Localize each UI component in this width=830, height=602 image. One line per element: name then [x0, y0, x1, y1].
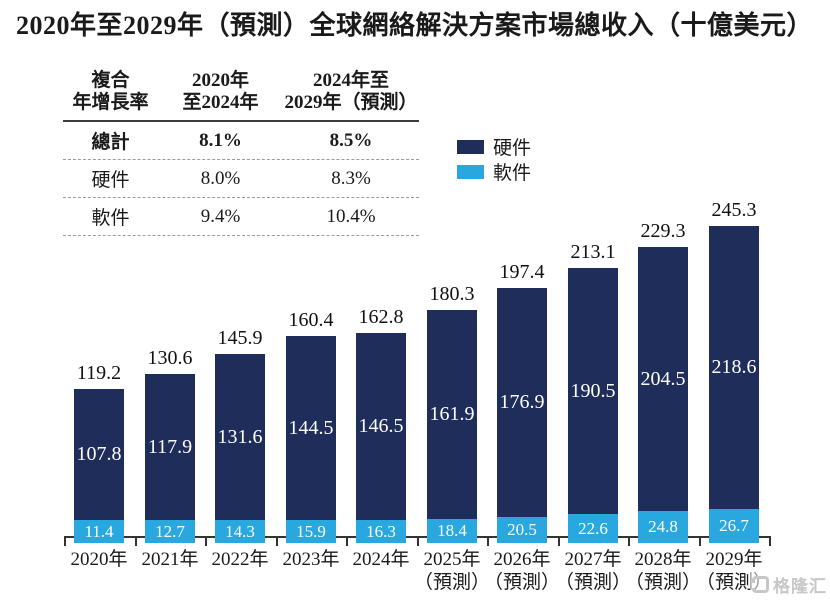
bar-software-segment: 12.7	[145, 520, 195, 543]
x-axis-label: 2028年 （預測）	[624, 549, 701, 593]
bar-total-label: 162.8	[358, 306, 404, 328]
bar-hardware-segment: 131.6	[215, 354, 265, 520]
x-axis-label: 2023年	[282, 549, 340, 570]
bar-total-label: 145.9	[217, 327, 263, 349]
bar-total-label: 245.3	[711, 199, 757, 221]
chart-bar: 117.9 12.7	[145, 374, 195, 543]
bar-software-segment: 22.6	[568, 514, 618, 543]
chart-bar: 144.5 15.9	[286, 336, 336, 543]
cagr-header-metric: 複合 年增長率	[72, 70, 149, 113]
x-axis-tick	[276, 536, 278, 546]
chart-title: 2020年至2029年（預測）全球網絡解決方案市場總收入（十億美元）	[16, 11, 814, 40]
legend-item-hardware: 硬件	[457, 134, 531, 159]
software-swatch-icon	[457, 164, 484, 179]
gelonghui-watermark: 格隆汇	[750, 571, 829, 598]
bar-total-label: 160.4	[288, 309, 334, 331]
chart-bar: 204.5 24.8	[638, 247, 688, 543]
bar-hardware-segment: 204.5	[638, 247, 688, 511]
x-axis-label: 2021年	[141, 549, 199, 570]
bar-hardware-segment: 144.5	[286, 336, 336, 520]
chart-bar: 131.6 14.3	[215, 354, 265, 543]
bar-total-label: 213.1	[570, 241, 616, 263]
bar-software-segment: 26.7	[709, 509, 759, 543]
row-value-period1: 9.4%	[200, 205, 241, 227]
x-axis-tick	[135, 536, 137, 546]
bar-total-label: 119.2	[76, 362, 122, 384]
chart-bar: 107.8 11.4	[74, 389, 124, 543]
cagr-header-period1: 2020年 至2024年	[182, 70, 259, 113]
legend-item-software: 軟件	[457, 159, 531, 184]
row-value-period2: 8.5%	[329, 129, 373, 151]
bar-software-segment: 14.3	[215, 520, 265, 543]
row-value-period2: 8.3%	[331, 167, 371, 189]
bar-software-segment: 20.5	[497, 517, 547, 543]
bar-hardware-segment: 190.5	[568, 268, 618, 514]
bar-hardware-segment: 146.5	[356, 333, 406, 520]
bar-total-label: 130.6	[147, 347, 193, 369]
x-axis-label: 2026年 （預測）	[483, 549, 560, 593]
x-axis-tick	[558, 536, 560, 546]
cagr-row-software: 軟件 9.4% 10.4%	[63, 198, 419, 236]
bar-software-segment: 18.4	[427, 519, 477, 543]
x-axis-label: 2027年 （預測）	[554, 549, 631, 593]
chart-bar: 146.5 16.3	[356, 333, 406, 543]
bar-software-segment: 24.8	[638, 511, 688, 543]
x-axis-label: 2022年	[211, 549, 269, 570]
x-axis-tick	[487, 536, 489, 546]
watermark-label: 格隆汇	[773, 577, 827, 596]
chart-bar: 161.9 18.4	[427, 310, 477, 543]
row-value-period1: 8.1%	[199, 129, 242, 151]
x-axis-label: 2020年	[70, 549, 128, 570]
chart-bar: 190.5 22.6	[568, 268, 618, 543]
row-label: 軟件	[91, 208, 130, 229]
chart-bar: 176.9 20.5	[497, 288, 547, 543]
gelonghui-logo-icon	[752, 576, 769, 593]
bar-hardware-segment: 117.9	[145, 374, 195, 520]
row-value-period1: 8.0%	[200, 167, 241, 189]
row-label: 總計	[91, 132, 130, 153]
bar-software-segment: 16.3	[356, 520, 406, 543]
x-axis-tick	[769, 536, 771, 546]
bar-total-label: 180.3	[429, 283, 475, 305]
row-value-period2: 10.4%	[326, 205, 376, 227]
x-axis-tick	[205, 536, 207, 546]
cagr-row-total: 總計 8.1% 8.5%	[63, 122, 419, 160]
x-axis-tick	[417, 536, 419, 546]
bar-total-label: 229.3	[640, 220, 686, 242]
x-axis-tick	[346, 536, 348, 546]
x-axis-label: 2025年 （預測）	[413, 549, 490, 593]
hardware-swatch-icon	[457, 139, 484, 154]
cagr-row-hardware: 硬件 8.0% 8.3%	[63, 160, 419, 198]
x-axis-tick	[628, 536, 630, 546]
x-axis-tick	[699, 536, 701, 546]
cagr-table: 複合 年增長率 2020年 至2024年 2024年至 2029年（預測） 總計…	[63, 70, 419, 236]
chart-legend: 硬件 軟件	[457, 134, 531, 184]
cagr-header-period2: 2024年至 2029年（預測）	[284, 70, 418, 113]
legend-label: 軟件	[493, 163, 532, 184]
bar-hardware-segment: 161.9	[427, 310, 477, 519]
legend-label: 硬件	[493, 138, 532, 159]
chart-bar: 218.6 26.7	[709, 226, 759, 543]
x-axis-tick	[64, 536, 66, 546]
bar-hardware-segment: 107.8	[74, 389, 124, 520]
cagr-table-header: 複合 年增長率 2020年 至2024年 2024年至 2029年（預測）	[63, 70, 419, 122]
bar-hardware-segment: 218.6	[709, 226, 759, 509]
bar-total-label: 197.4	[499, 261, 545, 283]
row-label: 硬件	[91, 170, 130, 191]
bar-hardware-segment: 176.9	[497, 288, 547, 517]
x-axis-label: 2024年	[352, 549, 410, 570]
bar-software-segment: 15.9	[286, 520, 336, 543]
bar-software-segment: 11.4	[74, 520, 124, 543]
